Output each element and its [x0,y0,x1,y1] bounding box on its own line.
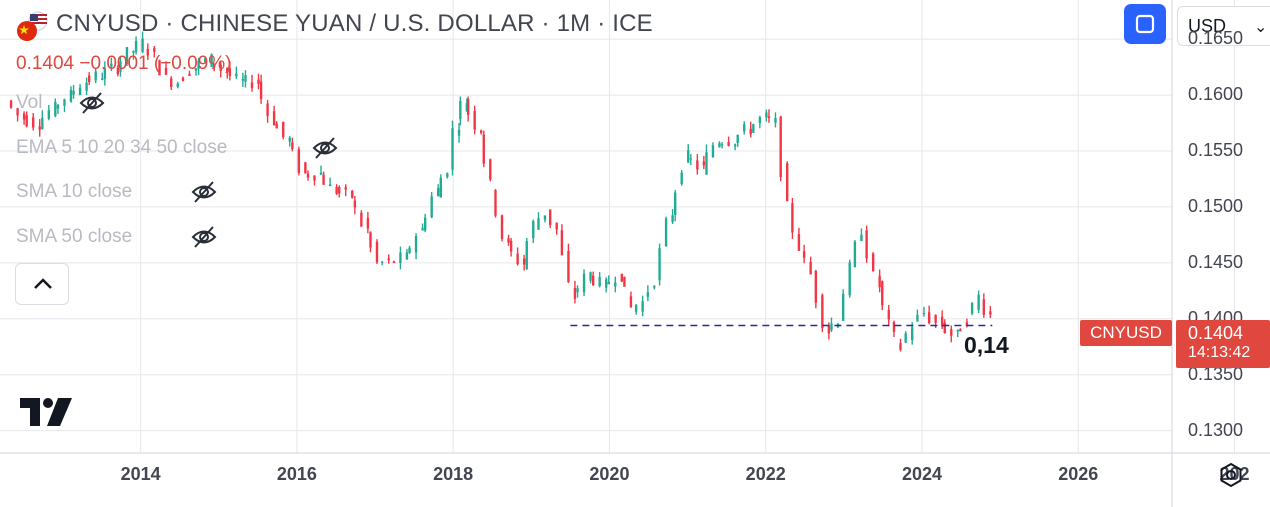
currency-flags-icon [17,11,48,41]
y-tick-label: 0.1350 [1188,363,1244,384]
x-tick-label: 2022 [745,464,786,484]
y-tick-label: 0.1500 [1188,195,1244,216]
fullscreen-icon [1135,14,1155,34]
currency-select[interactable]: USD ⌄ [1177,6,1270,46]
x-tick-label: 2014 [120,464,161,484]
x-tick-label: 2016 [276,464,317,484]
indicator-sma10[interactable]: SMA 10 close [16,181,133,202]
candles [9,31,992,352]
symbol-title: CNYUSD · CHINESE YUAN / U.S. DOLLAR · 1M… [56,10,653,37]
last-price-value: 0.1404 [1188,323,1244,343]
eye-hidden-icon[interactable] [78,89,106,117]
currency-value: USD [1188,16,1227,36]
collapse-legend-button[interactable] [15,263,69,305]
eye-hidden-icon[interactable] [190,223,218,251]
bar-countdown: 14:13:42 [1188,344,1251,361]
eye-hidden-icon[interactable] [311,134,339,162]
y-tick-label: 0.1650 [1188,28,1244,49]
last-quote: 0.1404 −0.0001 (−0.09%) [16,53,232,74]
x-tick-label: 2018 [433,464,474,484]
tradingview-logo [20,398,72,426]
chevron-down-icon: ⌄ [1254,19,1268,36]
support-annotation: 0,14 [964,332,1009,358]
y-tick-label: 0.1600 [1188,84,1244,105]
last-price-tag: 0.1404 14:13:42 [1176,320,1270,368]
indicator-sma50[interactable]: SMA 50 close [16,226,133,247]
x-tick-label: 2024 [901,464,942,484]
x-tick-label: 2020 [589,464,630,484]
indicator-ema[interactable]: EMA 5 10 20 34 50 close [16,137,228,158]
y-tick-label: 0.1550 [1188,140,1244,160]
y-tick-label: 0.1450 [1188,251,1244,272]
chart-grid [0,0,1236,453]
chevron-up-icon [34,278,52,289]
symbol-price-tag: CNYUSD [1080,320,1172,346]
indicator-vol[interactable]: Vol [16,92,43,113]
eye-hidden-icon[interactable] [190,178,218,206]
settings-icon[interactable] [1218,462,1244,488]
fullscreen-button[interactable] [1124,4,1166,44]
y-tick-label: 0.1300 [1188,419,1244,440]
x-tick-label: 2026 [1058,464,1099,484]
